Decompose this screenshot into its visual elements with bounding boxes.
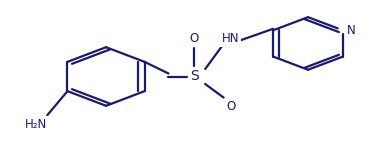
- Text: O: O: [189, 32, 199, 45]
- Text: N: N: [347, 24, 356, 37]
- Text: HN: HN: [222, 32, 240, 45]
- Text: O: O: [226, 100, 236, 113]
- Text: H₂N: H₂N: [25, 118, 47, 131]
- Text: S: S: [190, 69, 199, 84]
